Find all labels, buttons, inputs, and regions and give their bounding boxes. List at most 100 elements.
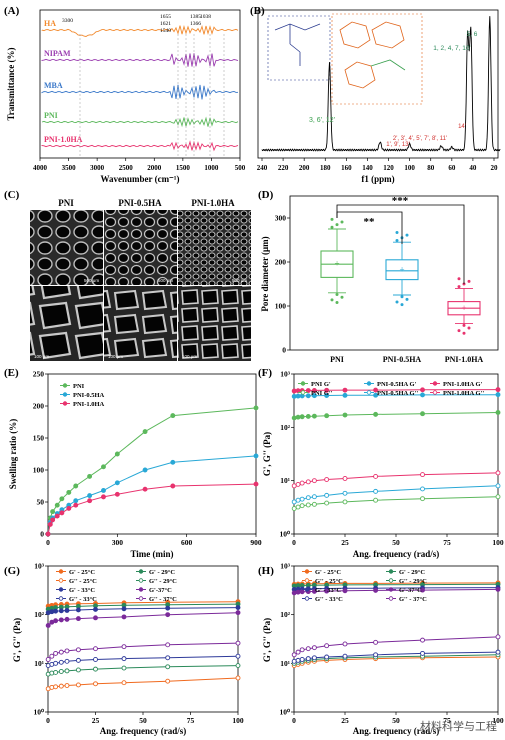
data-point	[165, 642, 171, 648]
panel-e-label: (E)	[4, 367, 19, 379]
data-point	[235, 640, 241, 646]
ha-ring-lower	[344, 61, 376, 89]
peak-label-5: 1, 2, 4, 7, 10'	[433, 45, 470, 52]
legend-marker	[58, 578, 64, 583]
x-tick-label: 200	[299, 164, 310, 172]
data-point	[324, 654, 330, 660]
y-tick-label: 10⁰	[279, 708, 291, 717]
data-point	[299, 480, 305, 486]
legend-marker	[138, 596, 144, 601]
data-point	[311, 494, 317, 500]
data-point	[373, 497, 379, 503]
scalebar-label: 500 μm	[232, 278, 247, 283]
legend-label: G'' - 29°C	[399, 578, 427, 585]
data-point	[87, 473, 93, 479]
data-point	[235, 605, 241, 611]
legend-label: G' - 33°C	[69, 587, 95, 594]
legend-marker	[58, 587, 64, 592]
data-point	[45, 531, 51, 537]
outlier-point	[330, 225, 334, 229]
outlier-point	[400, 303, 404, 307]
data-point	[101, 488, 106, 493]
data-point	[305, 502, 311, 508]
data-point	[58, 659, 64, 665]
panel-d-label: (D)	[258, 189, 274, 201]
peak-label-3: 2', 3', 4', 5', 7', 8', 11'	[393, 136, 447, 142]
y-tick-label: 10⁰	[33, 708, 45, 717]
x-tick-label: 50	[392, 538, 400, 547]
panel-a-xticks: 4000 3500 3000 2500 2000 1500 1000 500	[33, 158, 246, 172]
data-point	[53, 669, 59, 675]
data-point	[495, 410, 501, 415]
data-point	[299, 503, 305, 509]
scalebar-label: 100 μm	[182, 354, 197, 359]
data-point	[495, 387, 501, 393]
x-tick-label: 160	[341, 164, 352, 172]
data-point	[64, 608, 70, 613]
y-tick-label: 10²	[280, 423, 291, 432]
x-tick-label: 100	[232, 716, 244, 725]
legend-label: G'-37°C	[399, 587, 422, 594]
data-point	[311, 387, 317, 393]
data-point	[342, 499, 348, 505]
legend-label: PNI	[73, 383, 85, 390]
data-point	[495, 470, 501, 476]
outlier-point	[340, 295, 344, 299]
data-point	[311, 478, 317, 484]
panel-d-ylabel: Pore diameter (μm)	[260, 236, 270, 311]
x-tick-label: 2000	[147, 164, 162, 172]
x-tick-label: 0	[46, 716, 50, 725]
series-line	[47, 455, 257, 535]
data-point	[93, 681, 98, 687]
legend-label: PNI-1.0HA G'	[443, 381, 483, 388]
x-tick-label: 25	[92, 716, 100, 725]
chemical-structure	[267, 13, 423, 105]
y-tick-label: 0	[40, 530, 44, 539]
x-tick-label: 300	[112, 538, 124, 547]
panel-g-label: (G)	[4, 565, 20, 577]
data-point	[114, 480, 120, 486]
data-point	[73, 502, 79, 508]
legend-label: PNI-0.5HA	[73, 392, 105, 399]
panel-f-ylabel: G', G'' (Pa)	[262, 432, 272, 476]
data-point	[121, 656, 127, 662]
panel-d-plot: 0 100 200 300 + PNI + PNI-0.5HA + PNI-1.0HA	[275, 214, 484, 365]
legend-marker	[138, 578, 144, 583]
x-tick-label: 20	[491, 164, 499, 172]
data-point	[59, 496, 65, 502]
data-point	[49, 653, 55, 659]
y-tick-label: 10²	[34, 610, 45, 619]
x-tick-label: 0	[292, 538, 296, 547]
legend-label: PNI G'	[311, 381, 331, 388]
data-point	[295, 657, 301, 663]
data-point	[305, 388, 311, 393]
y-tick-label: 10³	[34, 562, 45, 571]
data-point	[420, 637, 425, 643]
spectrum-line	[41, 116, 239, 128]
data-point	[121, 606, 127, 612]
legend-marker	[366, 381, 372, 386]
data-point	[324, 387, 330, 393]
data-point	[291, 499, 297, 505]
x-tick-label: 0	[46, 538, 50, 547]
y-tick-label: 200	[33, 402, 45, 411]
x-tick-label: 120	[383, 164, 394, 172]
legend-label: PNI-1.0HA G''	[443, 390, 484, 397]
data-point	[93, 657, 98, 662]
panel-h-xlabel: Ang. frequency (rad/s)	[353, 726, 440, 736]
data-point	[121, 644, 127, 650]
outlier-point	[395, 231, 399, 235]
data-point	[49, 684, 55, 690]
data-point	[114, 491, 120, 497]
data-point	[93, 606, 98, 612]
wavenumber-annotation: 3300	[62, 18, 73, 24]
mean-marker: +	[461, 303, 466, 313]
nmr-spectrum	[261, 16, 501, 152]
data-point	[66, 489, 72, 495]
outlier-point	[457, 277, 461, 281]
legend-marker	[388, 587, 394, 592]
x-tick-label: 40	[469, 164, 477, 172]
legend-marker	[388, 569, 394, 574]
data-point	[101, 494, 106, 500]
